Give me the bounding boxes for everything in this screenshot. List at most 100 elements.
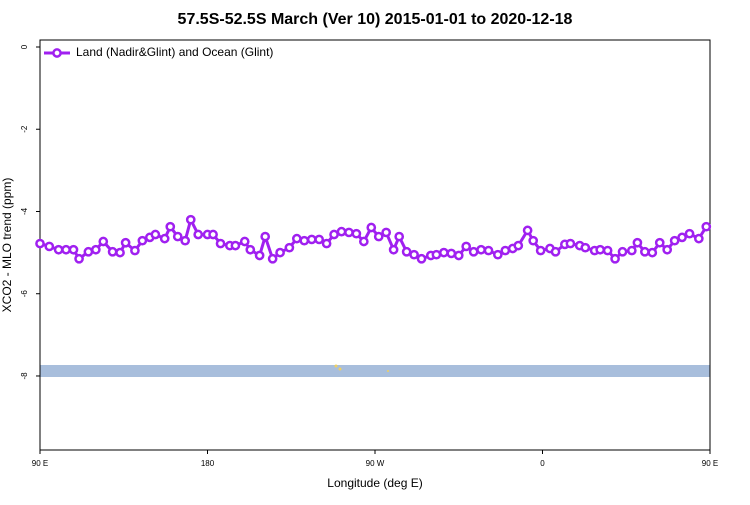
data-point [291, 233, 302, 244]
data-point [535, 245, 546, 256]
data-point [476, 244, 486, 255]
data-point [321, 238, 332, 249]
data-point [669, 235, 680, 246]
data-point [461, 241, 472, 252]
data-point [647, 247, 658, 258]
data-point [98, 236, 109, 247]
data-point [215, 238, 226, 249]
data-point [137, 235, 148, 246]
data-point [44, 241, 55, 252]
data-point [483, 245, 494, 256]
data-point [172, 231, 183, 242]
legend-label: Land (Nadir&Glint) and Ocean (Glint) [76, 45, 273, 59]
y-tick-label: 0 [20, 44, 29, 49]
x-tick-label: 90 W [366, 459, 385, 468]
data-point [306, 234, 317, 245]
data-point [684, 228, 695, 239]
data-point [446, 248, 457, 259]
data-point [565, 238, 576, 249]
data-point [602, 245, 613, 256]
y-tick-label: -4 [20, 207, 29, 215]
data-point [68, 244, 79, 255]
data-point [381, 227, 392, 238]
data-point [159, 233, 170, 244]
data-point [120, 237, 131, 248]
data-point [90, 244, 101, 255]
chart-title: 57.5S-52.5S March (Ver 10) 2015-01-01 to… [178, 11, 573, 28]
data-point [522, 225, 533, 236]
data-point [275, 247, 285, 258]
data-point [239, 236, 250, 247]
data-point [260, 231, 271, 242]
data-point [677, 232, 687, 243]
data-point [580, 242, 591, 253]
x-axis-label: Longitude (deg E) [327, 476, 422, 490]
data-point [351, 228, 362, 239]
legend-marker [52, 48, 62, 58]
data-point [284, 242, 295, 253]
data-point [150, 229, 161, 240]
data-point [431, 249, 442, 260]
y-tick-label: -2 [20, 125, 29, 133]
data-point [74, 253, 84, 264]
data-point [245, 244, 256, 255]
data-point [610, 253, 620, 264]
data-point [388, 244, 399, 255]
data-point [373, 231, 384, 242]
data-point [468, 246, 479, 257]
data-point [453, 250, 464, 261]
data-point [366, 222, 377, 233]
data-point [513, 240, 524, 251]
land-speck [387, 370, 389, 372]
data-point [83, 246, 94, 257]
data-point [314, 234, 325, 245]
data-point [329, 229, 339, 240]
data-point [550, 246, 561, 257]
data-point [654, 237, 665, 248]
data-point [130, 245, 140, 256]
data-point [693, 233, 704, 244]
data-point [254, 250, 265, 261]
data-point [394, 231, 405, 242]
y-tick-label: -8 [20, 372, 29, 380]
land-speck [334, 364, 338, 368]
y-axis-label: XCO2 - MLO trend (ppm) [0, 178, 14, 313]
data-point [632, 237, 643, 248]
land-speck [338, 367, 342, 371]
x-tick-label: 180 [201, 459, 215, 468]
data-point [492, 249, 503, 260]
data-point [267, 253, 278, 264]
data-point [617, 246, 628, 257]
data-point [626, 245, 637, 256]
data-point [107, 246, 118, 257]
data-point [401, 246, 412, 257]
data-point [208, 229, 218, 240]
x-tick-label: 90 E [702, 459, 718, 468]
data-point [336, 226, 347, 237]
data-point [358, 236, 369, 247]
data-point [500, 245, 511, 256]
data-point [115, 247, 125, 258]
data-point [344, 227, 354, 238]
data-point [640, 246, 650, 257]
data-point [528, 235, 539, 246]
data-point [595, 244, 606, 255]
data-point [35, 238, 45, 249]
data-point [416, 253, 427, 264]
data-point [299, 235, 310, 246]
data-point [53, 244, 64, 255]
data-point [662, 244, 673, 255]
data-point [193, 229, 204, 240]
data-point [185, 214, 196, 225]
data-point [409, 249, 419, 260]
data-point [439, 247, 449, 258]
data-point [701, 221, 712, 232]
y-tick-label: -6 [20, 290, 29, 298]
data-point [61, 244, 71, 255]
data-point [180, 235, 191, 246]
data-point [230, 240, 241, 251]
data-point [165, 221, 176, 232]
x-tick-label: 90 E [32, 459, 48, 468]
x-tick-label: 0 [540, 459, 545, 468]
